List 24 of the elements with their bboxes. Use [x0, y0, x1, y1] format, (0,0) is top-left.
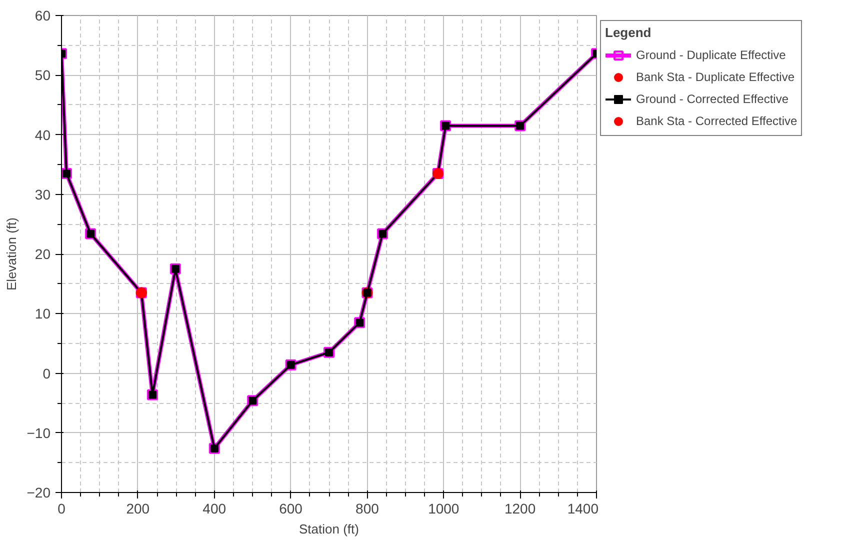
y-tick-label: 50	[34, 67, 51, 84]
legend-label: Ground - Corrected Effective	[636, 92, 789, 106]
x-tick-label: 0	[58, 500, 66, 516]
y-tick-label: −20	[26, 484, 51, 500]
y-tick-label: 30	[34, 186, 51, 202]
x-tick-label: 600	[279, 500, 303, 516]
y-tick-label: 40	[34, 126, 51, 143]
x-tick-label: 800	[356, 500, 380, 516]
x-axis-title: Station (ft)	[299, 522, 359, 536]
y-tick-label: −10	[26, 424, 51, 441]
x-tick-label: 1200	[504, 500, 536, 516]
legend-label: Bank Sta - Corrected Effective	[636, 114, 798, 128]
x-tick-label: 1000	[428, 500, 460, 516]
y-tick-label: 0	[42, 365, 51, 382]
x-tick-label: 400	[202, 500, 226, 516]
y-tick-label: 10	[34, 306, 51, 322]
legend-label: Bank Sta - Duplicate Effective	[636, 70, 795, 84]
legend-label: Ground - Duplicate Effective	[636, 48, 786, 62]
y-tick-label: 60	[34, 8, 51, 24]
x-tick-label: 200	[126, 500, 150, 516]
x-tick-label: 1400	[567, 500, 599, 516]
y-axis-title: Elevation (ft)	[4, 218, 19, 290]
y-tick-label: 20	[34, 246, 51, 262]
legend-title: Legend	[605, 25, 652, 40]
